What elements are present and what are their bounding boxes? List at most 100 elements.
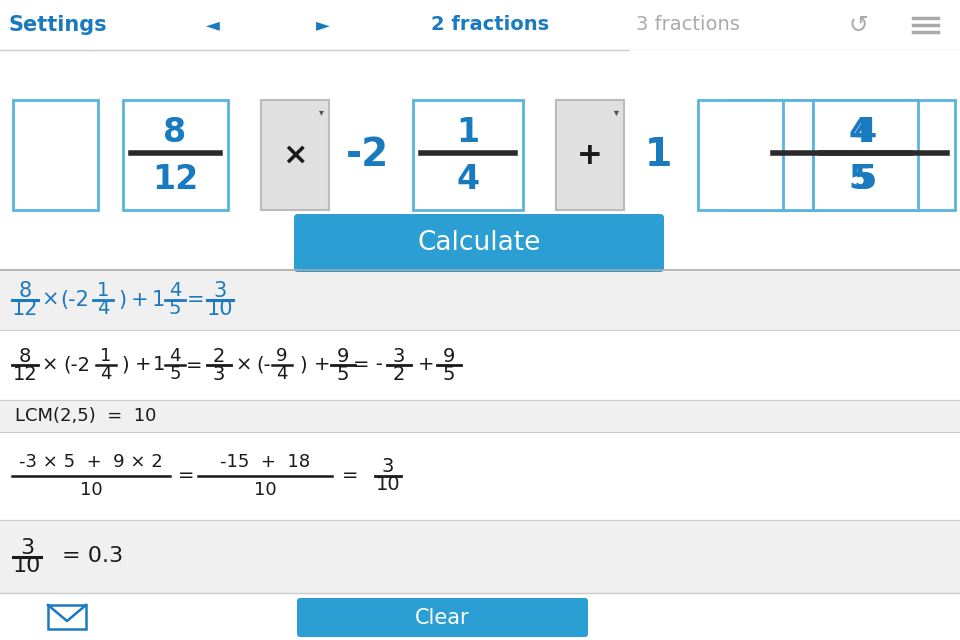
Text: 2: 2 — [393, 365, 405, 383]
Text: -3 × 5  +  9 × 2: -3 × 5 + 9 × 2 — [19, 453, 163, 471]
Text: 10: 10 — [12, 556, 41, 575]
FancyBboxPatch shape — [812, 100, 918, 210]
Text: -15  +  18: -15 + 18 — [220, 453, 310, 471]
Text: +: + — [314, 355, 330, 374]
Text: 5: 5 — [443, 365, 455, 383]
Text: (-: (- — [256, 355, 272, 374]
FancyBboxPatch shape — [556, 100, 624, 210]
Text: 4: 4 — [456, 163, 480, 196]
Text: 10: 10 — [253, 481, 276, 499]
Text: =: = — [178, 467, 194, 486]
Text: LCM(2,5)  =  10: LCM(2,5) = 10 — [15, 407, 156, 425]
Text: 8: 8 — [18, 281, 32, 301]
FancyBboxPatch shape — [765, 100, 955, 210]
Text: -2: -2 — [347, 136, 390, 174]
Text: +: + — [577, 141, 603, 170]
Text: ▾: ▾ — [319, 107, 324, 117]
FancyBboxPatch shape — [556, 100, 624, 210]
Text: 4: 4 — [169, 347, 180, 365]
Text: =: = — [185, 355, 203, 374]
FancyBboxPatch shape — [297, 598, 588, 637]
Text: 3: 3 — [213, 281, 227, 301]
Text: 1: 1 — [644, 136, 672, 174]
Text: ): ) — [300, 355, 307, 374]
Text: 1: 1 — [456, 116, 480, 150]
FancyBboxPatch shape — [12, 100, 98, 210]
Bar — [0, 400, 960, 432]
Text: 3: 3 — [20, 538, 34, 557]
Text: 5: 5 — [169, 300, 181, 319]
Bar — [0, 593, 960, 640]
Text: 8: 8 — [163, 116, 186, 150]
Text: 1: 1 — [644, 136, 672, 174]
Text: 1: 1 — [97, 282, 109, 301]
Text: ×: × — [42, 355, 59, 374]
Text: 10: 10 — [375, 476, 400, 495]
Text: 9: 9 — [443, 346, 455, 365]
Text: = 0.3: = 0.3 — [62, 547, 123, 566]
Text: ↺: ↺ — [848, 13, 868, 37]
Text: 10: 10 — [80, 481, 103, 499]
Text: +: + — [134, 355, 152, 374]
Text: 5: 5 — [849, 163, 872, 196]
Text: 10: 10 — [206, 299, 233, 319]
FancyBboxPatch shape — [698, 100, 782, 210]
Text: 5: 5 — [853, 163, 876, 196]
Text: 5: 5 — [337, 365, 349, 383]
Text: 8: 8 — [19, 346, 31, 365]
Text: 1: 1 — [100, 347, 111, 365]
Text: ×: × — [282, 141, 308, 170]
FancyBboxPatch shape — [261, 100, 329, 210]
Text: 12: 12 — [12, 365, 37, 383]
Text: 1: 1 — [152, 290, 164, 310]
Text: ▾: ▾ — [613, 107, 618, 117]
Text: Calculate: Calculate — [418, 230, 540, 256]
Text: Clear: Clear — [415, 607, 469, 627]
Text: 12: 12 — [152, 163, 198, 196]
Text: +: + — [132, 290, 149, 310]
Text: 4: 4 — [849, 116, 872, 150]
Text: =: = — [187, 290, 204, 310]
Text: 4: 4 — [276, 365, 288, 383]
Text: 5: 5 — [169, 365, 180, 383]
FancyBboxPatch shape — [413, 100, 523, 210]
Text: ◄: ◄ — [206, 16, 220, 34]
Text: 4: 4 — [853, 116, 876, 150]
Text: ×: × — [41, 290, 59, 310]
Text: +: + — [577, 141, 603, 170]
Text: 4: 4 — [100, 365, 111, 383]
Bar — [0, 330, 960, 400]
Bar — [48, 605, 86, 629]
Text: ►: ► — [316, 16, 330, 34]
Text: =: = — [342, 467, 358, 486]
Bar — [0, 432, 960, 520]
Text: 4: 4 — [97, 300, 109, 319]
Text: +: + — [418, 355, 434, 374]
Text: ▾: ▾ — [613, 107, 618, 117]
Text: 9: 9 — [276, 347, 288, 365]
Text: 3: 3 — [393, 346, 405, 365]
Bar — [0, 520, 960, 593]
Bar — [0, 50, 960, 270]
FancyBboxPatch shape — [294, 214, 664, 272]
Text: ): ) — [118, 290, 126, 310]
Text: Settings: Settings — [9, 15, 108, 35]
Bar — [0, 270, 960, 330]
Text: ): ) — [121, 355, 129, 374]
Text: 2: 2 — [213, 346, 226, 365]
Text: 4: 4 — [169, 282, 181, 301]
Text: = -: = - — [353, 355, 383, 374]
Bar — [630, 50, 960, 270]
FancyBboxPatch shape — [728, 100, 812, 210]
Bar — [0, 0, 960, 50]
Text: 3 fractions: 3 fractions — [636, 15, 740, 35]
Text: 3: 3 — [213, 365, 226, 383]
Text: 3: 3 — [382, 458, 395, 477]
Text: 12: 12 — [12, 299, 38, 319]
Text: ×: × — [236, 355, 252, 374]
Text: 1: 1 — [153, 355, 165, 374]
Text: 2 fractions: 2 fractions — [431, 15, 549, 35]
Text: 9: 9 — [337, 346, 349, 365]
Text: (-2: (-2 — [63, 355, 90, 374]
Text: (-2: (-2 — [60, 290, 89, 310]
